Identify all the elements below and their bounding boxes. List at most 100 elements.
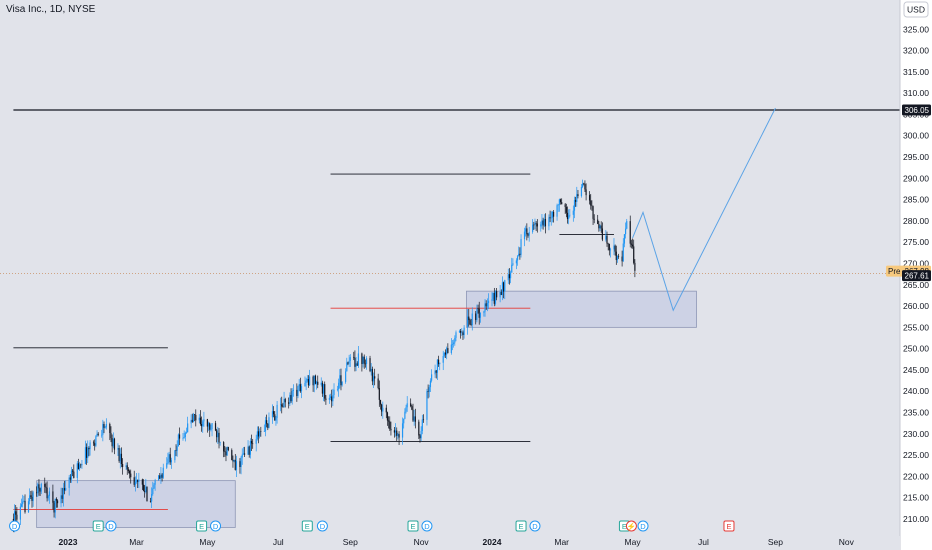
candle-246 [412,403,414,422]
candle-247 [413,409,415,426]
event-marker-dividend-8[interactable]: D [421,520,433,532]
candle-26 [54,498,56,519]
candle-357 [592,205,594,225]
candle-153 [260,426,262,437]
candle-66 [119,448,121,469]
candle-314 [523,227,526,247]
candle-29 [60,487,62,508]
candle-17 [39,487,41,496]
candle-121 [209,422,211,437]
currency-label: USD [907,5,925,15]
zone-box-1[interactable] [36,480,236,528]
candle-278 [463,325,465,339]
event-marker-dividend-0[interactable]: D [9,520,21,532]
candle-79 [141,478,143,490]
candle-196 [331,389,333,408]
candle-158 [268,412,270,429]
candle-361 [599,224,601,231]
candle-309 [515,258,517,270]
svg-text:E: E [726,522,731,531]
candle-348 [577,190,579,199]
candle-157 [267,423,269,431]
candle-107 [185,427,188,434]
event-marker-earnings-9[interactable]: E [515,520,527,532]
event-marker-dividend-13[interactable]: D [637,520,649,532]
candle-30 [61,487,63,504]
event-marker-split-12[interactable]: ⚡ [625,520,637,532]
candle-81 [144,485,146,498]
event-marker-earnings-1[interactable]: E [92,520,104,532]
candle-260 [435,369,437,379]
projection-layer [632,107,776,312]
candle-281 [469,318,471,325]
candle-125 [216,428,218,443]
candle-40 [77,458,80,470]
candle-52 [96,430,98,437]
candle-241 [404,408,406,420]
candle-187 [315,380,318,390]
candle-38 [73,464,75,479]
candle-198 [333,383,335,399]
candle-98 [170,457,172,469]
y-tick-label-2: 220.00 [903,471,929,481]
zone-box-0[interactable] [466,290,697,328]
candle-166 [282,402,284,408]
candle-59 [109,422,111,441]
candle-74 [133,470,135,487]
candle-172 [291,388,293,405]
event-marker-dividend-6[interactable]: D [316,520,328,532]
candle-69 [125,462,127,470]
candle-64 [117,443,119,456]
candle-161 [274,411,276,421]
candle-67 [120,447,123,468]
candle-129 [223,441,225,458]
event-marker-earnings-7[interactable]: E [407,520,419,532]
x-tick-label-4: Sep [343,537,358,547]
event-marker-earnings-3[interactable]: E [196,520,208,532]
candle-328 [544,213,547,234]
candle-104 [182,432,184,441]
candle-169 [288,397,290,409]
projection-path[interactable] [632,107,776,312]
candle-327 [543,214,545,228]
candle-115 [199,410,202,426]
candle-116 [200,416,203,432]
candle-10 [29,488,31,505]
svg-text:E: E [411,522,416,531]
x-tick-label-0: 2023 [59,537,78,547]
candle-89 [158,475,160,481]
currency-button[interactable]: USD [903,1,929,18]
event-marker-earnings-5[interactable]: E [301,520,313,532]
candle-277 [462,330,464,341]
candle-282 [470,318,472,327]
candle-207 [348,354,350,368]
svg-text:⚡: ⚡ [627,522,636,531]
candles-layer [12,179,636,533]
candle-180 [305,377,307,391]
candle-87 [153,482,155,489]
svg-text:D: D [320,522,326,531]
candle-167 [283,391,285,408]
candle-151 [257,426,260,444]
candle-9 [27,498,30,514]
candle-268 [447,343,449,354]
x-tick-label-1: Mar [129,537,144,547]
candle-381 [631,238,634,249]
candle-144 [247,440,249,456]
candle-285 [476,304,478,323]
candle-280 [468,308,470,327]
candle-338 [561,198,563,205]
candle-211 [355,356,357,372]
event-marker-dividend-2[interactable]: D [105,520,117,532]
candle-137 [234,453,236,471]
candle-57 [104,425,106,429]
y-tick-label-9: 255.00 [903,322,929,332]
candle-217 [364,359,366,368]
time-axis[interactable] [0,536,900,550]
event-marker-dividend-4[interactable]: D [210,520,222,532]
event-marker-earnings-upcoming-14[interactable]: E [723,520,735,532]
candle-2 [15,504,17,522]
candle-124 [214,420,217,432]
event-marker-dividend-10[interactable]: D [529,520,541,532]
